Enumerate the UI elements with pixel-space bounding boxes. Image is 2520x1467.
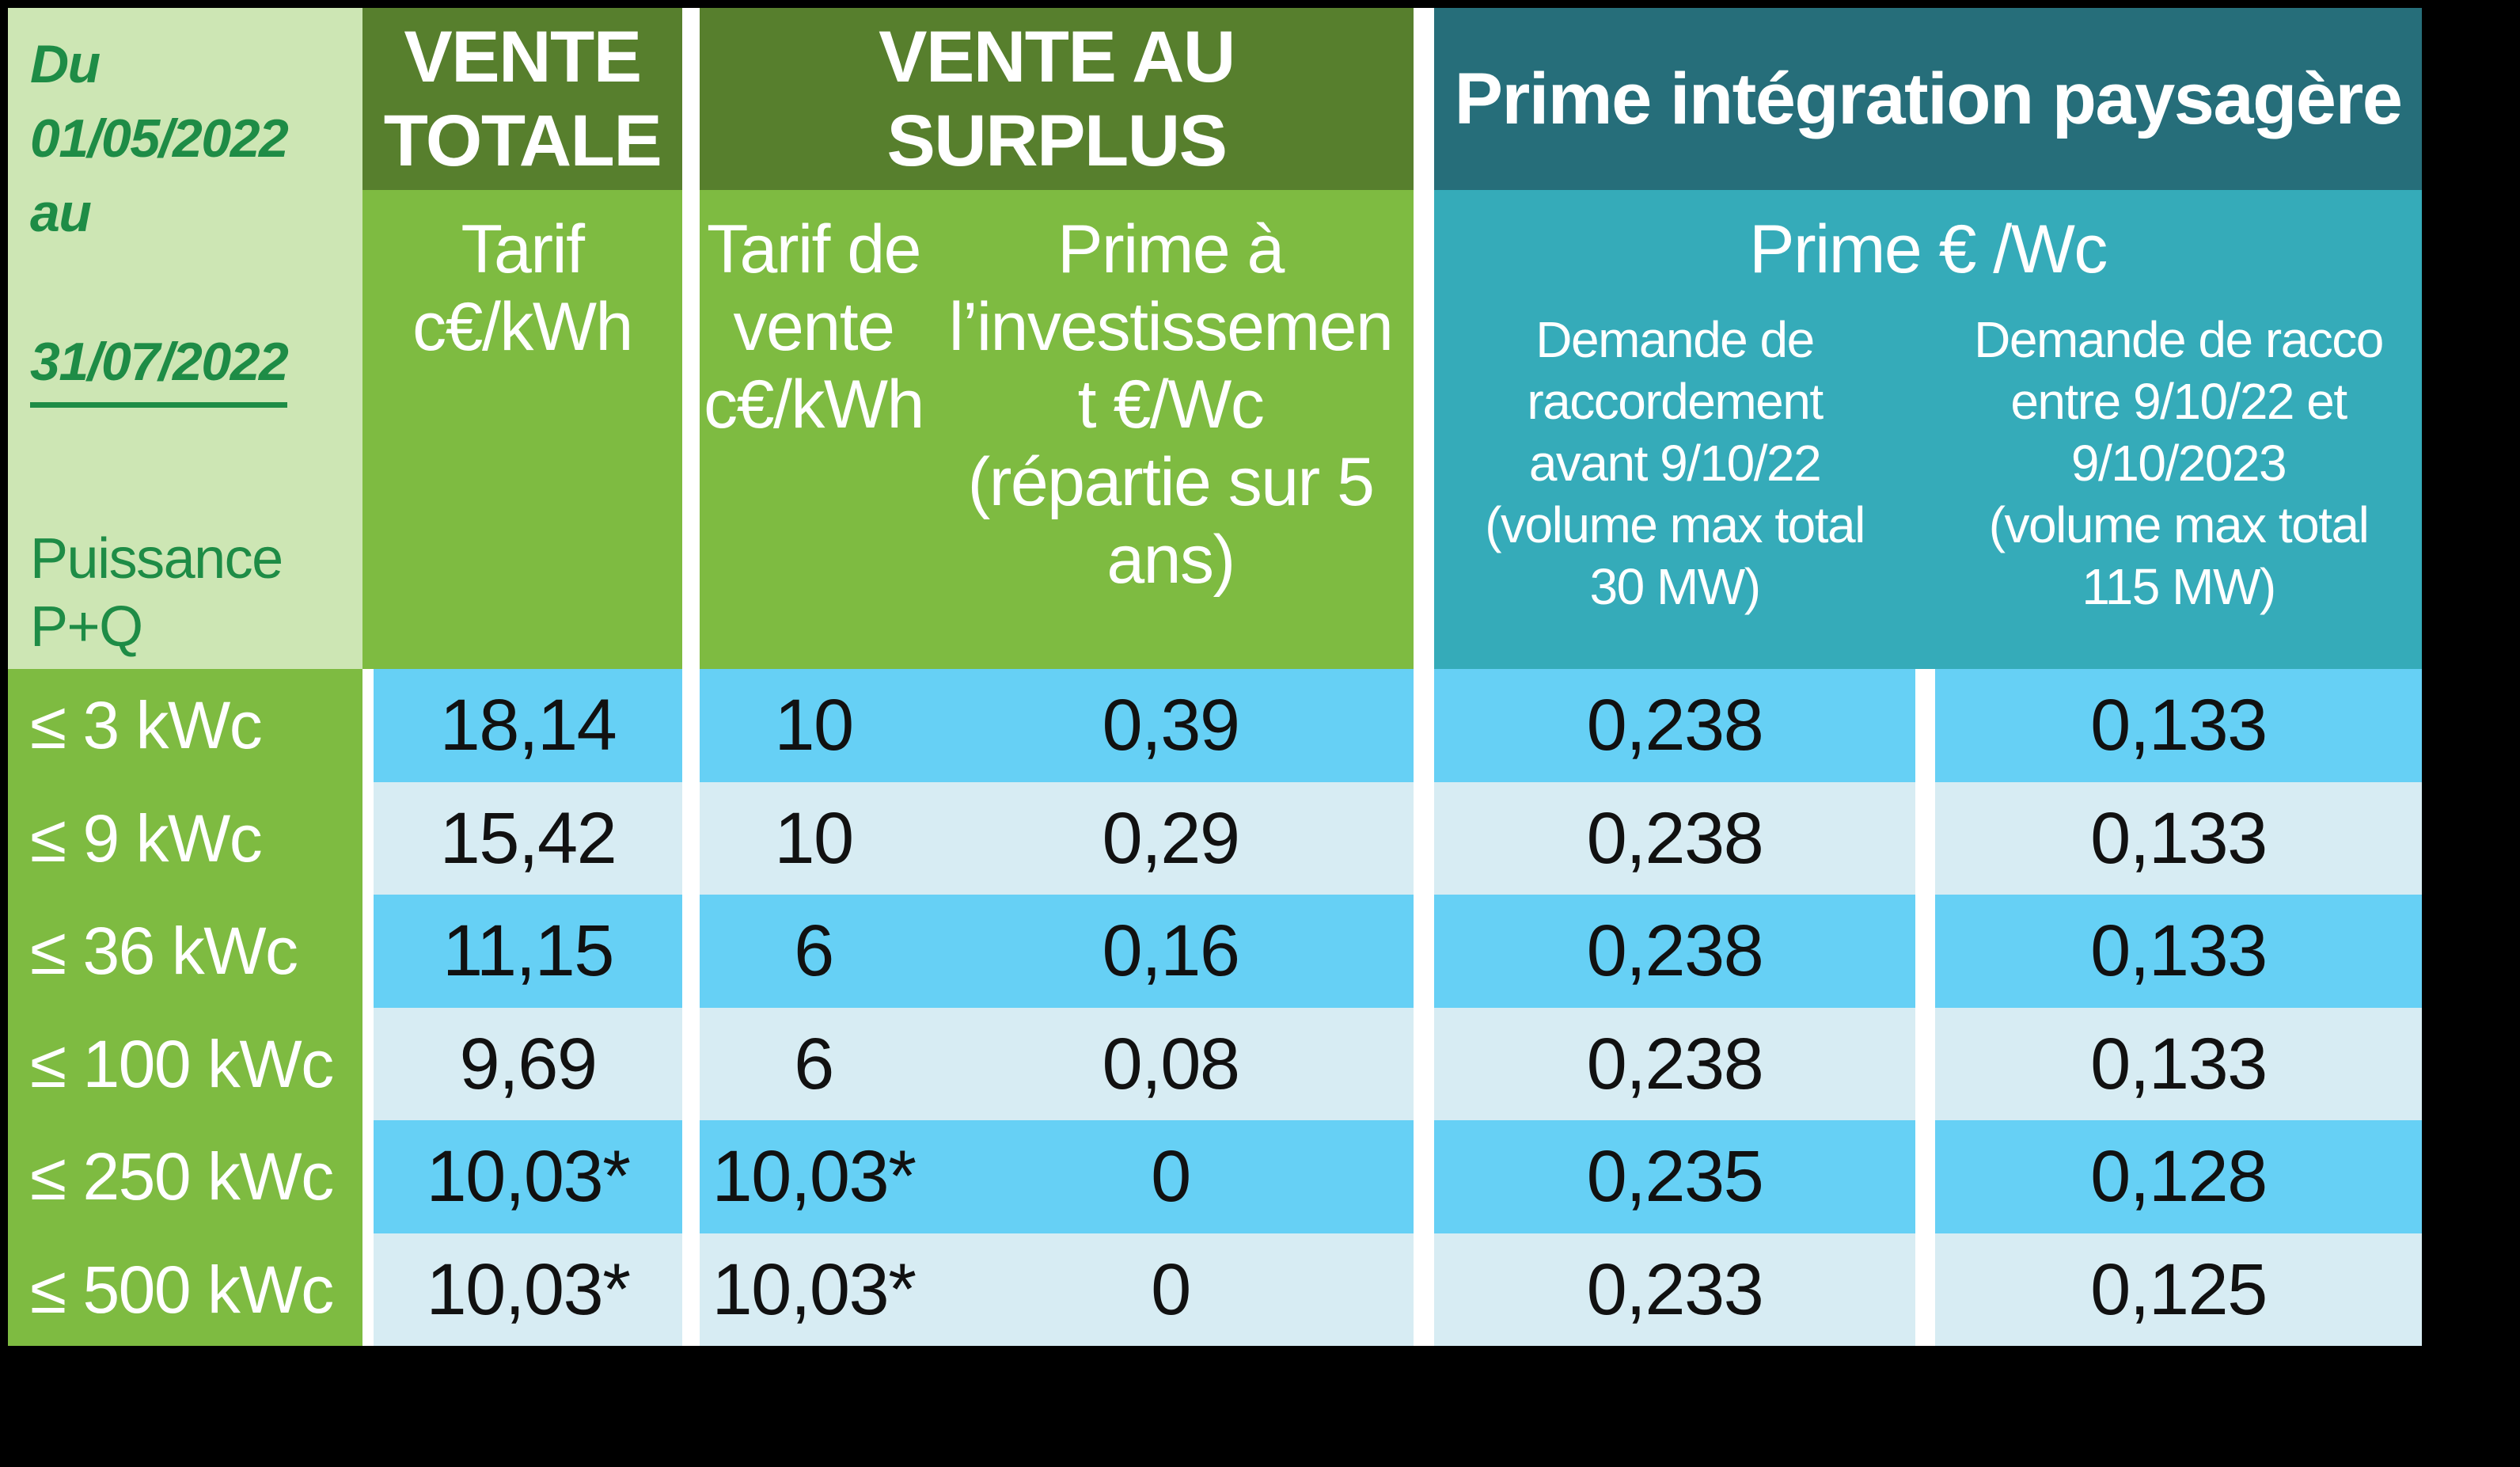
row-label: ≤ 9 kWc bbox=[8, 782, 362, 895]
cell-vente-totale: 15,42 bbox=[374, 782, 682, 895]
header-vente-surplus: VENTE AU SURPLUS bbox=[700, 8, 1414, 190]
subheader-prime-investissement: Prime à l’investissemen t €/Wc (répartie… bbox=[948, 211, 1394, 598]
cell-prime-invest: 0,16 bbox=[1102, 910, 1240, 991]
subheader-surplus-group: Tarif de vente c€/kWh Prime à l’investis… bbox=[700, 190, 1414, 669]
cell-vente-totale: 9,69 bbox=[374, 1008, 682, 1120]
cell-vente-totale: 10,03* bbox=[374, 1120, 682, 1233]
row-label: ≤ 3 kWc bbox=[8, 669, 362, 782]
row-label: ≤ 250 kWc bbox=[8, 1120, 362, 1233]
subheader-demande-entre: Demande de racco entre 9/10/22 et 9/10/2… bbox=[1974, 311, 2384, 615]
cell-prime-avant: 0,238 bbox=[1434, 1008, 1915, 1120]
subheader-prime-columns: Demande de raccordement avant 9/10/22 (v… bbox=[1434, 309, 2422, 618]
spacer bbox=[1915, 309, 1935, 618]
cell-surplus-group: 10,03* 0 bbox=[700, 1233, 1414, 1346]
row-label: ≤ 36 kWc bbox=[8, 895, 362, 1008]
row-label: ≤ 100 kWc bbox=[8, 1008, 362, 1120]
cell-tarif-surplus: 6 bbox=[794, 1023, 834, 1104]
cell-tarif-surplus: 10,03* bbox=[712, 1136, 917, 1217]
subheader-tarif-vente: Tarif de vente c€/kWh bbox=[704, 211, 924, 443]
cell-prime-invest: 0 bbox=[1151, 1248, 1191, 1330]
period-intro: Du 01/05/2022 au bbox=[30, 34, 289, 243]
cell-prime-invest: 0,29 bbox=[1102, 797, 1240, 879]
cell-vente-totale: 18,14 bbox=[374, 669, 682, 782]
cell-tarif-surplus: 10 bbox=[774, 685, 854, 766]
cell-prime-avant: 0,238 bbox=[1434, 782, 1915, 895]
divider-vertical bbox=[1414, 8, 1434, 1346]
cell-surplus-group: 10 0,29 bbox=[700, 782, 1414, 895]
cell-surplus-group: 6 0,16 bbox=[700, 895, 1414, 1008]
period-cell: Du 01/05/2022 au 31/07/2022 Puissance P+… bbox=[8, 8, 362, 669]
subheader-prime-unit: Prime € /Wc bbox=[1749, 211, 2108, 287]
cell-prime-entre: 0,133 bbox=[1935, 782, 2422, 895]
period-end-date: 31/07/2022 bbox=[30, 325, 289, 408]
header-prime-paysagere: Prime intégration paysagère bbox=[1434, 8, 2422, 190]
cell-prime-avant: 0,238 bbox=[1434, 669, 1915, 782]
cell-prime-entre: 0,125 bbox=[1935, 1233, 2422, 1346]
cell-prime-invest: 0,39 bbox=[1102, 685, 1240, 766]
subheader-prime-group: Prime € /Wc Demande de raccordement avan… bbox=[1434, 190, 2422, 669]
subheader-demande-avant: Demande de raccordement avant 9/10/22 (v… bbox=[1485, 311, 1865, 615]
cell-surplus-group: 10 0,39 bbox=[700, 669, 1414, 782]
cell-tarif-surplus: 10 bbox=[774, 797, 854, 879]
cell-prime-avant: 0,235 bbox=[1434, 1120, 1915, 1233]
header-vente-totale: VENTE TOTALE bbox=[362, 8, 682, 190]
cell-tarif-surplus: 10,03* bbox=[712, 1248, 917, 1330]
cell-prime-entre: 0,133 bbox=[1935, 895, 2422, 1008]
cell-surplus-group: 6 0,08 bbox=[700, 1008, 1414, 1120]
cell-tarif-surplus: 6 bbox=[794, 910, 834, 991]
period-text: Du 01/05/2022 au 31/07/2022 bbox=[30, 27, 289, 408]
cell-prime-invest: 0,08 bbox=[1102, 1023, 1240, 1104]
cell-vente-totale: 11,15 bbox=[374, 895, 682, 1008]
puissance-label: Puissance P+Q bbox=[30, 527, 283, 659]
cell-prime-invest: 0 bbox=[1151, 1136, 1191, 1217]
cell-prime-entre: 0,133 bbox=[1935, 669, 2422, 782]
cell-surplus-group: 10,03* 0 bbox=[700, 1120, 1414, 1233]
divider-vertical bbox=[682, 8, 700, 1346]
divider-vertical bbox=[1915, 669, 1935, 1346]
divider-vertical bbox=[362, 669, 374, 1346]
cell-prime-avant: 0,238 bbox=[1434, 895, 1915, 1008]
subheader-tarif-total: Tarif c€/kWh bbox=[362, 190, 682, 669]
row-label: ≤ 500 kWc bbox=[8, 1233, 362, 1346]
cell-vente-totale: 10,03* bbox=[374, 1233, 682, 1346]
cell-prime-entre: 0,128 bbox=[1935, 1120, 2422, 1233]
cell-prime-entre: 0,133 bbox=[1935, 1008, 2422, 1120]
cell-prime-avant: 0,233 bbox=[1434, 1233, 1915, 1346]
